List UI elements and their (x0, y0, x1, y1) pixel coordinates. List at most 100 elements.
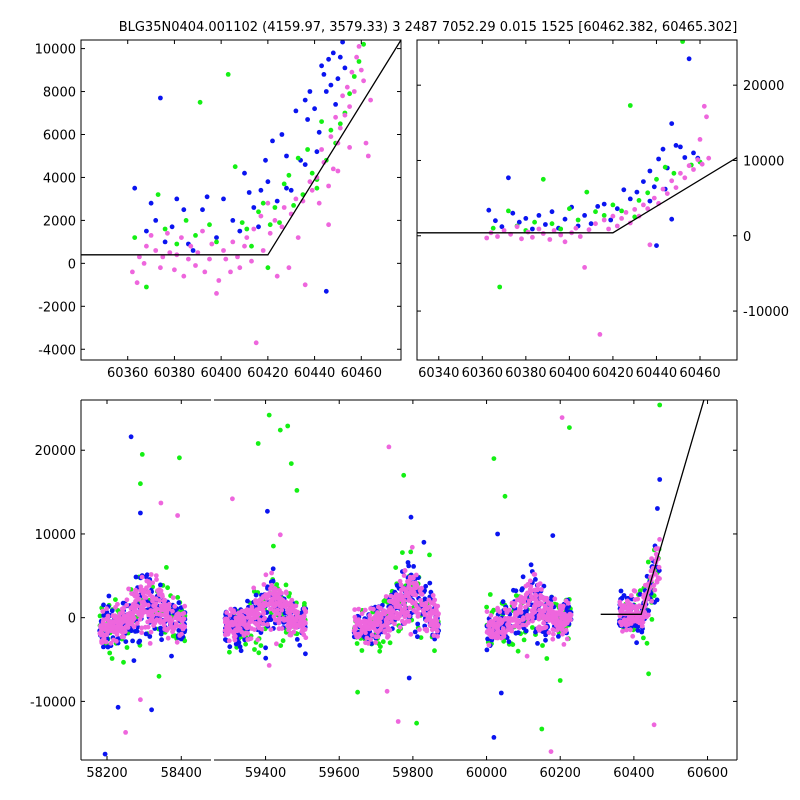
data-point-pink (137, 617, 143, 622)
x-tick-label: 59600 (319, 766, 360, 781)
data-point-blue (284, 153, 289, 159)
data-point-pink (148, 233, 154, 238)
data-point-blue (669, 216, 675, 222)
data-point-pink (144, 590, 150, 595)
data-point-pink (273, 617, 278, 623)
data-point-pink (426, 597, 432, 603)
data-point-green (278, 643, 284, 648)
data-point-pink (249, 604, 255, 610)
data-point-green (107, 650, 113, 656)
data-point-pink (281, 205, 287, 210)
x-tick-label: 60000 (466, 766, 507, 781)
data-point-pink (261, 616, 267, 622)
data-point-pink (157, 617, 163, 623)
data-point-pink (375, 616, 381, 622)
data-point-blue (233, 641, 239, 647)
data-point-pink (175, 513, 181, 518)
data-point-pink (261, 582, 267, 587)
data-point-pink (406, 613, 412, 619)
data-point-pink (394, 610, 400, 616)
data-point-green (408, 549, 414, 555)
data-point-pink (678, 170, 683, 176)
x-tick-label: 60200 (540, 766, 581, 781)
data-point-pink (356, 606, 362, 612)
data-point-pink (619, 605, 625, 611)
data-point-pink (610, 213, 616, 219)
data-point-blue (595, 204, 601, 209)
data-point-green (281, 181, 287, 187)
data-point-blue (265, 179, 271, 185)
data-point-blue (637, 591, 643, 597)
y-tick-label: 2000 (43, 214, 76, 229)
data-point-blue (128, 434, 134, 440)
data-point-blue (634, 189, 640, 195)
data-point-blue (268, 614, 273, 620)
y-tick-label: 0 (68, 612, 76, 627)
data-point-blue (263, 645, 268, 651)
data-point-blue (656, 156, 661, 162)
data-point-pink (169, 618, 175, 624)
data-point-green (359, 648, 365, 653)
data-point-pink (281, 602, 287, 607)
data-point-pink (550, 627, 556, 632)
data-point-pink (170, 608, 175, 614)
data-point-blue (686, 56, 692, 62)
data-point-blue (543, 222, 548, 227)
data-point-pink (401, 573, 407, 578)
data-point-pink (248, 636, 254, 641)
data-point-pink (629, 617, 635, 623)
data-point-pink (258, 213, 264, 219)
data-point-pink (293, 616, 299, 621)
plot-area-segment (222, 400, 705, 754)
data-point-pink (536, 226, 542, 232)
data-point-pink (525, 229, 531, 235)
data-point-blue (265, 508, 270, 514)
data-point-pink (104, 616, 109, 622)
x-tick-label: 59400 (245, 766, 286, 781)
data-point-blue (406, 675, 412, 681)
data-point-pink (266, 663, 272, 668)
data-point-pink (277, 532, 283, 538)
data-point-green (138, 481, 143, 487)
data-point-pink (226, 638, 232, 644)
data-point-pink (635, 614, 640, 620)
plot-frame (416, 39, 738, 361)
data-point-pink (158, 500, 164, 506)
data-point-blue (101, 602, 106, 608)
data-point-green (530, 625, 535, 630)
data-point-pink (397, 578, 403, 584)
data-point-pink (356, 44, 362, 49)
data-point-pink (652, 587, 658, 593)
data-point-pink (265, 200, 271, 206)
data-point-pink (626, 622, 631, 627)
data-point-blue (153, 218, 159, 223)
data-point-blue (523, 216, 529, 221)
y-tick-label: 6000 (43, 128, 76, 143)
data-point-blue (423, 583, 429, 589)
data-point-pink (641, 202, 646, 208)
data-point-pink (427, 614, 433, 619)
data-point-pink (536, 602, 542, 607)
data-point-pink (577, 234, 583, 239)
data-point-green (164, 565, 169, 570)
data-point-blue (673, 143, 679, 148)
data-point-pink (193, 263, 198, 268)
data-point-pink (274, 273, 280, 279)
data-point-green (414, 720, 419, 726)
data-point-pink (254, 607, 260, 613)
x-tick-label: 60400 (613, 766, 654, 781)
data-point-green (121, 659, 126, 665)
data-point-blue (523, 628, 529, 634)
data-point-green (627, 103, 633, 108)
data-point-pink (326, 183, 331, 189)
data-point-pink (385, 625, 391, 631)
data-point-pink (107, 623, 113, 629)
data-point-green (244, 226, 250, 232)
data-point-green (174, 241, 180, 247)
data-point-pink (395, 614, 400, 620)
data-point-green (175, 595, 181, 600)
data-point-pink (525, 613, 531, 619)
data-point-pink (139, 600, 145, 606)
data-point-green (337, 121, 343, 127)
data-point-pink (248, 616, 254, 622)
